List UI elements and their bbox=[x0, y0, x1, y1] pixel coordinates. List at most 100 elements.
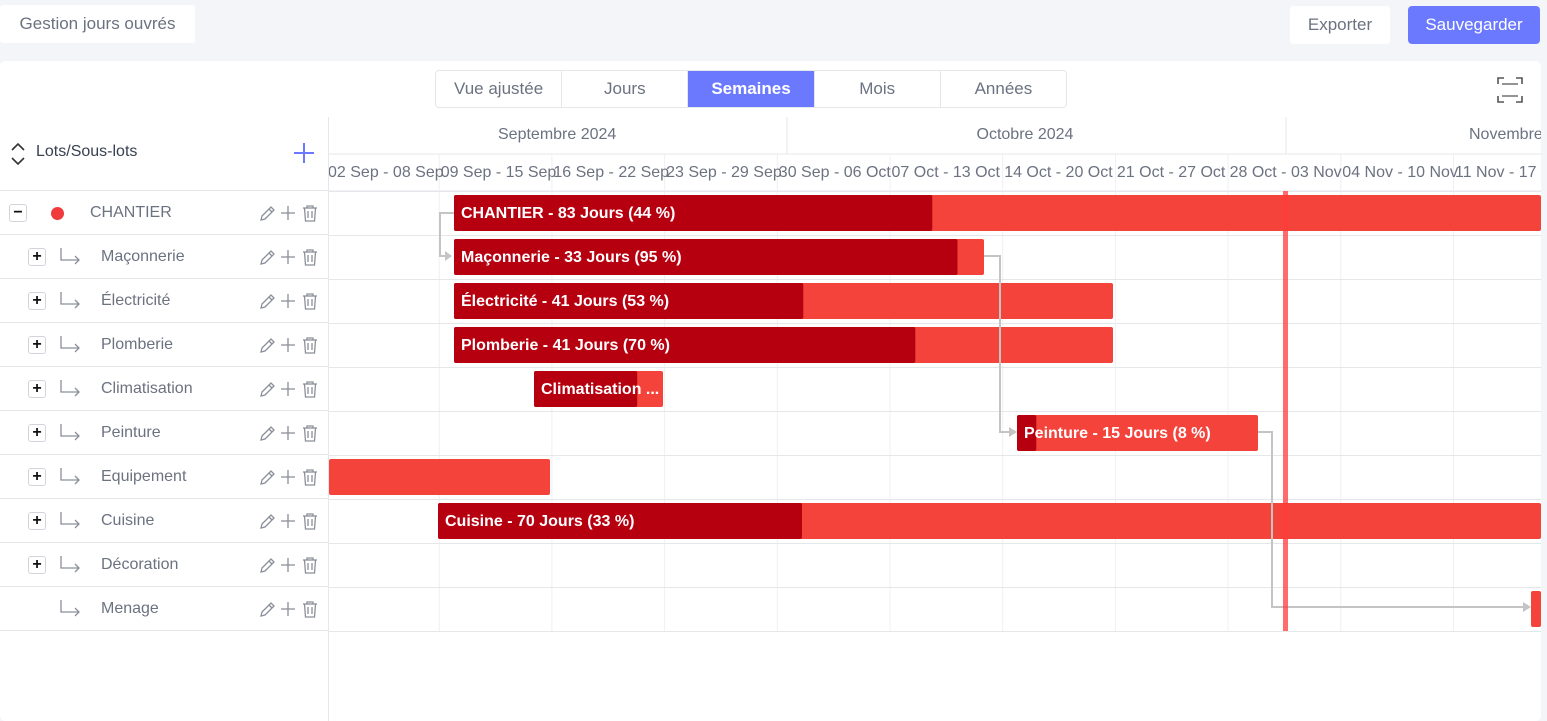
collapse-row-button[interactable]: − bbox=[9, 204, 27, 222]
task-bar-progress bbox=[454, 283, 804, 319]
trash-icon bbox=[303, 205, 317, 222]
expand-row-button[interactable]: + bbox=[28, 380, 46, 398]
task-bar[interactable]: Plomberie - 41 Jours (70 %) bbox=[454, 327, 1113, 363]
row-actions[interactable] bbox=[258, 423, 322, 443]
task-bar-label: Électricité - 41 Jours (53 %) bbox=[461, 291, 669, 310]
lot-row[interactable]: Menage bbox=[0, 587, 328, 631]
edit-icon bbox=[260, 602, 275, 617]
lot-row[interactable]: + Décoration bbox=[0, 543, 328, 587]
lot-row[interactable]: − CHANTIER bbox=[0, 191, 328, 235]
status-dot-icon bbox=[51, 207, 64, 220]
dependency-arrow bbox=[445, 251, 452, 261]
task-bar-remaining bbox=[1531, 591, 1541, 627]
plus-icon bbox=[281, 294, 295, 308]
gestion-jours-ouvres-button[interactable]: Gestion jours ouvrés bbox=[0, 5, 195, 43]
task-bar-progress bbox=[534, 371, 638, 407]
lot-name: CHANTIER bbox=[90, 204, 172, 221]
sub-level-arrow-icon bbox=[59, 379, 83, 399]
month-label: Septembre 2024 bbox=[498, 126, 617, 143]
export-button[interactable]: Exporter bbox=[1290, 6, 1390, 44]
add-lot-button[interactable] bbox=[292, 141, 316, 165]
row-actions[interactable] bbox=[258, 599, 322, 619]
tab-jours[interactable]: Jours bbox=[562, 71, 689, 107]
task-bar-label: Cuisine - 70 Jours (33 %) bbox=[445, 513, 634, 530]
trash-icon bbox=[303, 249, 317, 266]
edit-icon bbox=[260, 470, 275, 485]
trash-icon bbox=[303, 557, 317, 574]
row-actions[interactable] bbox=[258, 511, 322, 531]
lot-row[interactable]: + Cuisine bbox=[0, 499, 328, 543]
row-actions[interactable] bbox=[258, 467, 322, 487]
week-label: 09 Sep - 15 Sep bbox=[440, 164, 557, 181]
trash-icon bbox=[303, 381, 317, 398]
plus-icon bbox=[281, 470, 295, 484]
expand-row-button[interactable]: + bbox=[28, 468, 46, 486]
sub-level-arrow-icon bbox=[59, 423, 83, 443]
row-actions[interactable] bbox=[258, 203, 322, 223]
trash-icon bbox=[303, 601, 317, 618]
dependency-line bbox=[984, 255, 1012, 433]
plus-icon bbox=[281, 338, 295, 352]
task-bar[interactable] bbox=[329, 459, 550, 495]
lot-row[interactable]: + Maçonnerie bbox=[0, 235, 328, 279]
task-bar[interactable]: Électricité - 41 Jours (53 %) bbox=[454, 283, 1113, 319]
lot-name: Plomberie bbox=[101, 336, 174, 353]
sub-level-arrow-icon bbox=[59, 291, 83, 311]
task-bar[interactable]: CHANTIER - 83 Jours (44 %) bbox=[454, 195, 1541, 231]
expand-row-button[interactable]: + bbox=[28, 424, 46, 442]
edit-icon bbox=[260, 294, 275, 309]
edit-icon bbox=[260, 558, 275, 573]
tab-semaines[interactable]: Semaines bbox=[688, 71, 815, 107]
trash-icon bbox=[303, 469, 317, 486]
tab-annees[interactable]: Années bbox=[974, 79, 1033, 98]
lot-name: Menage bbox=[101, 600, 159, 617]
view-toolbar: Vue ajustée Jours Semaines Mois Années bbox=[0, 61, 1541, 117]
task-bar-label: Peinture - 15 Jours (8 %) bbox=[1024, 425, 1211, 442]
expand-row-button[interactable]: + bbox=[28, 248, 46, 266]
tab-vue-ajustee[interactable]: Vue ajustée bbox=[436, 71, 563, 107]
task-bar[interactable]: Peinture - 15 Jours (8 %) bbox=[1017, 415, 1258, 451]
lot-row[interactable]: + Climatisation bbox=[0, 367, 328, 411]
edit-icon bbox=[260, 338, 275, 353]
lot-row[interactable]: + Plomberie bbox=[0, 323, 328, 367]
tab-mois[interactable]: Mois bbox=[815, 71, 941, 107]
trash-icon bbox=[303, 337, 317, 354]
row-actions[interactable] bbox=[258, 335, 322, 355]
expand-row-button[interactable]: + bbox=[28, 556, 46, 574]
plus-icon bbox=[281, 514, 295, 528]
expand-row-button[interactable]: + bbox=[28, 292, 46, 310]
lot-name: Maçonnerie bbox=[101, 248, 185, 265]
collapse-all-icon[interactable] bbox=[10, 143, 26, 165]
lot-name: Peinture bbox=[101, 424, 161, 441]
task-bar[interactable]: Maçonnerie - 33 Jours (95 %) bbox=[454, 239, 984, 275]
lot-row[interactable]: + Equipement bbox=[0, 455, 328, 499]
lots-panel-header: Lots/Sous-lots bbox=[0, 117, 328, 191]
row-actions[interactable] bbox=[258, 379, 322, 399]
sub-level-arrow-icon bbox=[59, 511, 83, 531]
task-bar[interactable] bbox=[1531, 591, 1541, 627]
task-bar-remaining bbox=[329, 459, 550, 495]
week-label: 14 Oct - 20 Oct bbox=[1004, 164, 1113, 181]
task-bar[interactable]: Climatisation ... bbox=[534, 371, 663, 407]
lot-row[interactable]: + Peinture bbox=[0, 411, 328, 455]
gantt-card: Vue ajustée Jours Semaines Mois Années L… bbox=[0, 61, 1541, 721]
week-label: 11 Nov - 17 bbox=[1455, 164, 1537, 181]
task-bar-progress bbox=[454, 195, 933, 231]
month-label: Novembre bbox=[1469, 126, 1541, 143]
expand-row-button[interactable]: + bbox=[28, 336, 46, 354]
edit-icon bbox=[260, 206, 275, 221]
fullscreen-icon[interactable] bbox=[1497, 77, 1523, 103]
lot-name: Cuisine bbox=[101, 512, 155, 529]
row-actions[interactable] bbox=[258, 291, 322, 311]
task-bar-progress bbox=[454, 239, 958, 275]
save-button[interactable]: Sauvegarder bbox=[1408, 6, 1540, 44]
dependency-line bbox=[1258, 431, 1525, 608]
lot-row[interactable]: + Électricité bbox=[0, 279, 328, 323]
expand-row-button[interactable]: + bbox=[28, 512, 46, 530]
task-bar[interactable]: Cuisine - 70 Jours (33 %) bbox=[438, 503, 1541, 539]
sub-level-arrow-icon bbox=[59, 335, 83, 355]
row-actions[interactable] bbox=[258, 555, 322, 575]
dependency-line bbox=[439, 212, 454, 257]
row-actions[interactable] bbox=[258, 247, 322, 267]
edit-icon bbox=[260, 514, 275, 529]
